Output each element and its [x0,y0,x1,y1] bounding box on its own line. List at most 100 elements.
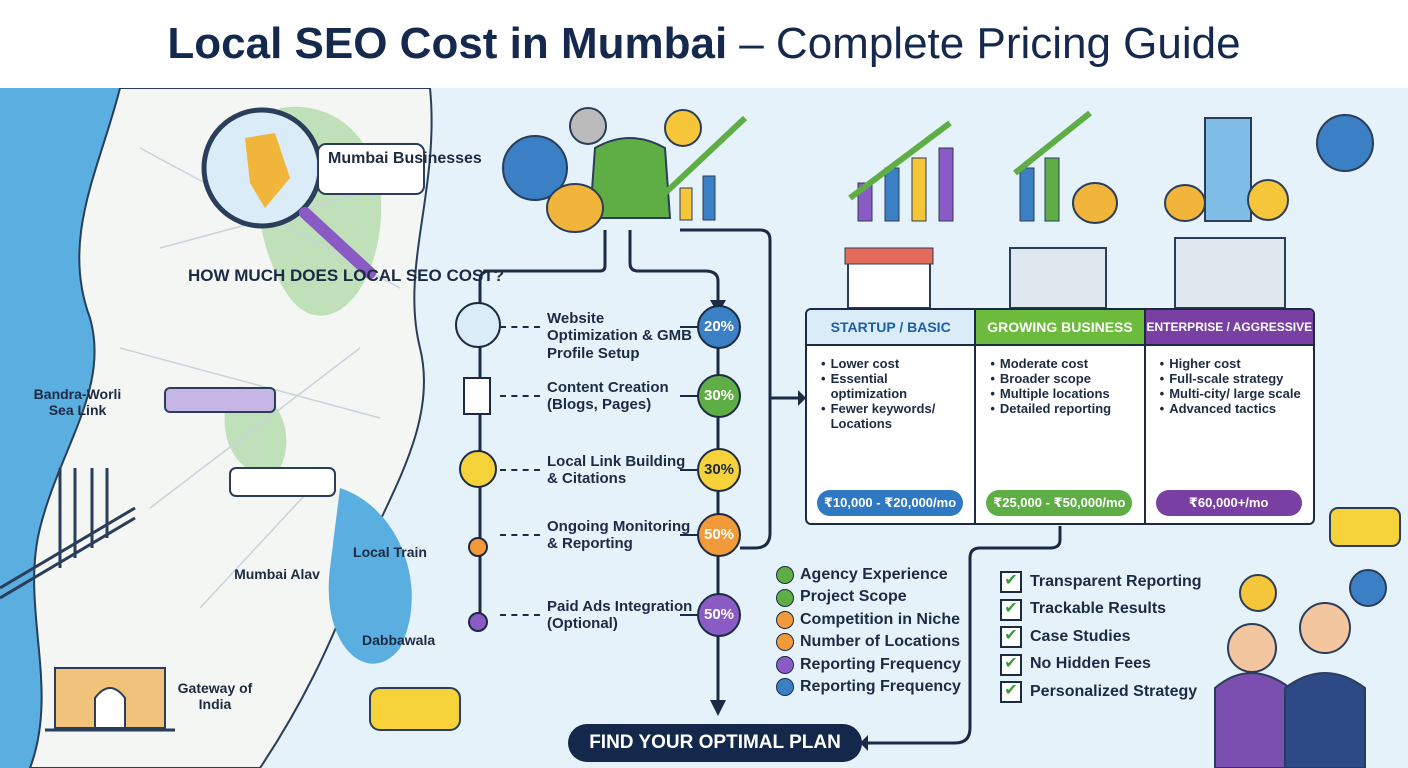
factor: Agency Experience [776,566,948,585]
service-share: 30% [697,448,741,492]
feature-text: Detailed reporting [999,401,1112,416]
service-dash [500,326,540,328]
plan-column: STARTUP / BASIC • Lower cost • Essential opt… [807,310,975,523]
plan-price: ₹25,000 - ₹50,000/mo [986,490,1133,516]
benefit-text: Personalized Strategy [1030,682,1198,700]
factor-text: Competition in Niche [800,610,960,628]
place-label: Gateway of India [177,680,253,713]
creek [328,488,412,664]
factor: Reporting Frequency [776,656,961,674]
plan-feature: • Detailed reporting [990,401,1133,416]
train-icon [164,387,276,413]
benefit-text: Transparent Reporting [1030,572,1202,590]
factor: Reporting Frequency [776,678,961,697]
sea-link [0,468,136,600]
service-share: 50% [697,593,741,637]
plan-feature: • Lower cost [821,356,964,371]
benefit: ✔ Trackable Results [1000,598,1167,621]
service-share: 50% [697,513,741,557]
plan-price: ₹60,000+/mo [1155,490,1302,516]
plans-table: STARTUP / BASIC • Lower cost • Essential opt… [805,308,1315,525]
map-shape [245,133,290,208]
callout-box [317,143,425,195]
bullet: • [821,401,826,416]
plan-features: • Higher cost • Full-scale strategy • Multi-c… [1146,346,1313,416]
place-label: Mumbai Alav [234,566,320,582]
title-bold: Local SEO Cost in Mumbai [167,19,728,68]
gateway-icon [45,667,175,732]
feature-text: Higher cost [1169,356,1241,371]
plan-features: • Moderate cost • Broader scope • Multiple lo… [976,346,1143,416]
arrow-head [798,390,806,406]
cta-button[interactable]: FIND YOUR OPTIMAL PLAN [568,724,862,762]
benefit-check: ✔ [1000,598,1022,621]
factor-check [776,566,794,585]
feature-text: Multiple locations [999,386,1110,401]
arrow-head [860,735,868,751]
title-rest: – Complete Pricing Guide [739,19,1241,68]
rickshaw-icon [369,687,461,731]
bullet: • [990,371,995,386]
factor-text: Reporting Frequency [800,655,961,673]
rickshaw-icon [1329,507,1401,547]
benefit: ✔ Case Studies [1000,626,1130,648]
train-icon [229,467,336,497]
service-dash [500,534,540,536]
service-label: Content Creation (Blogs, Pages) [547,379,669,414]
service-label: Website Optimization & GMB Profile Setup [547,310,692,362]
benefit-text: Trackable Results [1030,600,1167,618]
service-line [680,614,698,616]
service-dash [500,395,540,397]
feature-text: Full-scale strategy [1169,371,1284,386]
map-question: HOW MUCH DOES LOCAL SEO COST? [188,266,505,285]
feature-text: Broader scope [999,371,1091,386]
benefit-text: No Hidden Fees [1030,655,1151,673]
callout-label: Mumbai Businesses [328,150,482,167]
plan-name: GROWING BUSINESS [976,310,1144,346]
service-dash [500,469,540,471]
feature-text: Essential optimization [830,371,908,401]
plan-feature: • Broader scope [990,371,1133,386]
benefit-check: ✔ [1000,571,1022,593]
plan-price: ₹10,000 - ₹20,000/mo [817,490,963,516]
service-share: 30% [697,374,741,418]
plan-features: • Lower cost • Essential optimization • Fewer… [807,346,974,431]
service-label: Paid Ads Integration (Optional) [547,598,693,633]
service-line [680,326,698,328]
plan-name: STARTUP / BASIC [807,310,975,346]
factor: Project Scope [776,588,907,607]
factor-text: Reporting Frequency [800,678,961,695]
people-illustration [1214,569,1387,768]
arrow-head [710,700,726,716]
bullet: • [1159,386,1165,401]
service-label: Local Link Building & Citations [547,453,686,488]
plan-feature: • Moderate cost [990,356,1133,371]
bullet: • [821,356,826,371]
feature-text: Fewer keywords/ Locations [830,401,936,431]
service-line [680,469,698,471]
feature-text: Lower cost [830,356,900,371]
plan-feature: • Full-scale strategy [1160,371,1303,386]
factor-text: Number of Locations [800,633,961,651]
bullet: • [990,386,995,401]
service-line [680,395,698,397]
factor: Number of Locations [776,633,961,652]
plan-column: ENTERPRISE / AGGRESSIVE • Higher cost • Full… [1143,310,1313,523]
benefit: ✔ Personalized Strategy [1000,681,1197,703]
bullet: • [1159,371,1165,386]
bullet: • [990,356,995,371]
benefit-check: ✔ [1000,681,1022,703]
benefit-check: ✔ [1000,653,1022,676]
factor-check [776,655,794,674]
plan-feature: • Multi-city/ large scale [1160,386,1303,401]
magnifier-handle [299,207,376,279]
benefit: ✔ No Hidden Fees [1000,653,1151,676]
feature-text: Advanced tactics [1169,401,1277,416]
factor-text: Project Scope [800,588,907,606]
factor: Competition in Niche [776,611,960,629]
factor-text: Agency Experience [800,566,948,583]
plan-name: ENTERPRISE / AGGRESSIVE [1145,310,1313,346]
factor-check [776,678,794,697]
service-line [680,534,698,536]
